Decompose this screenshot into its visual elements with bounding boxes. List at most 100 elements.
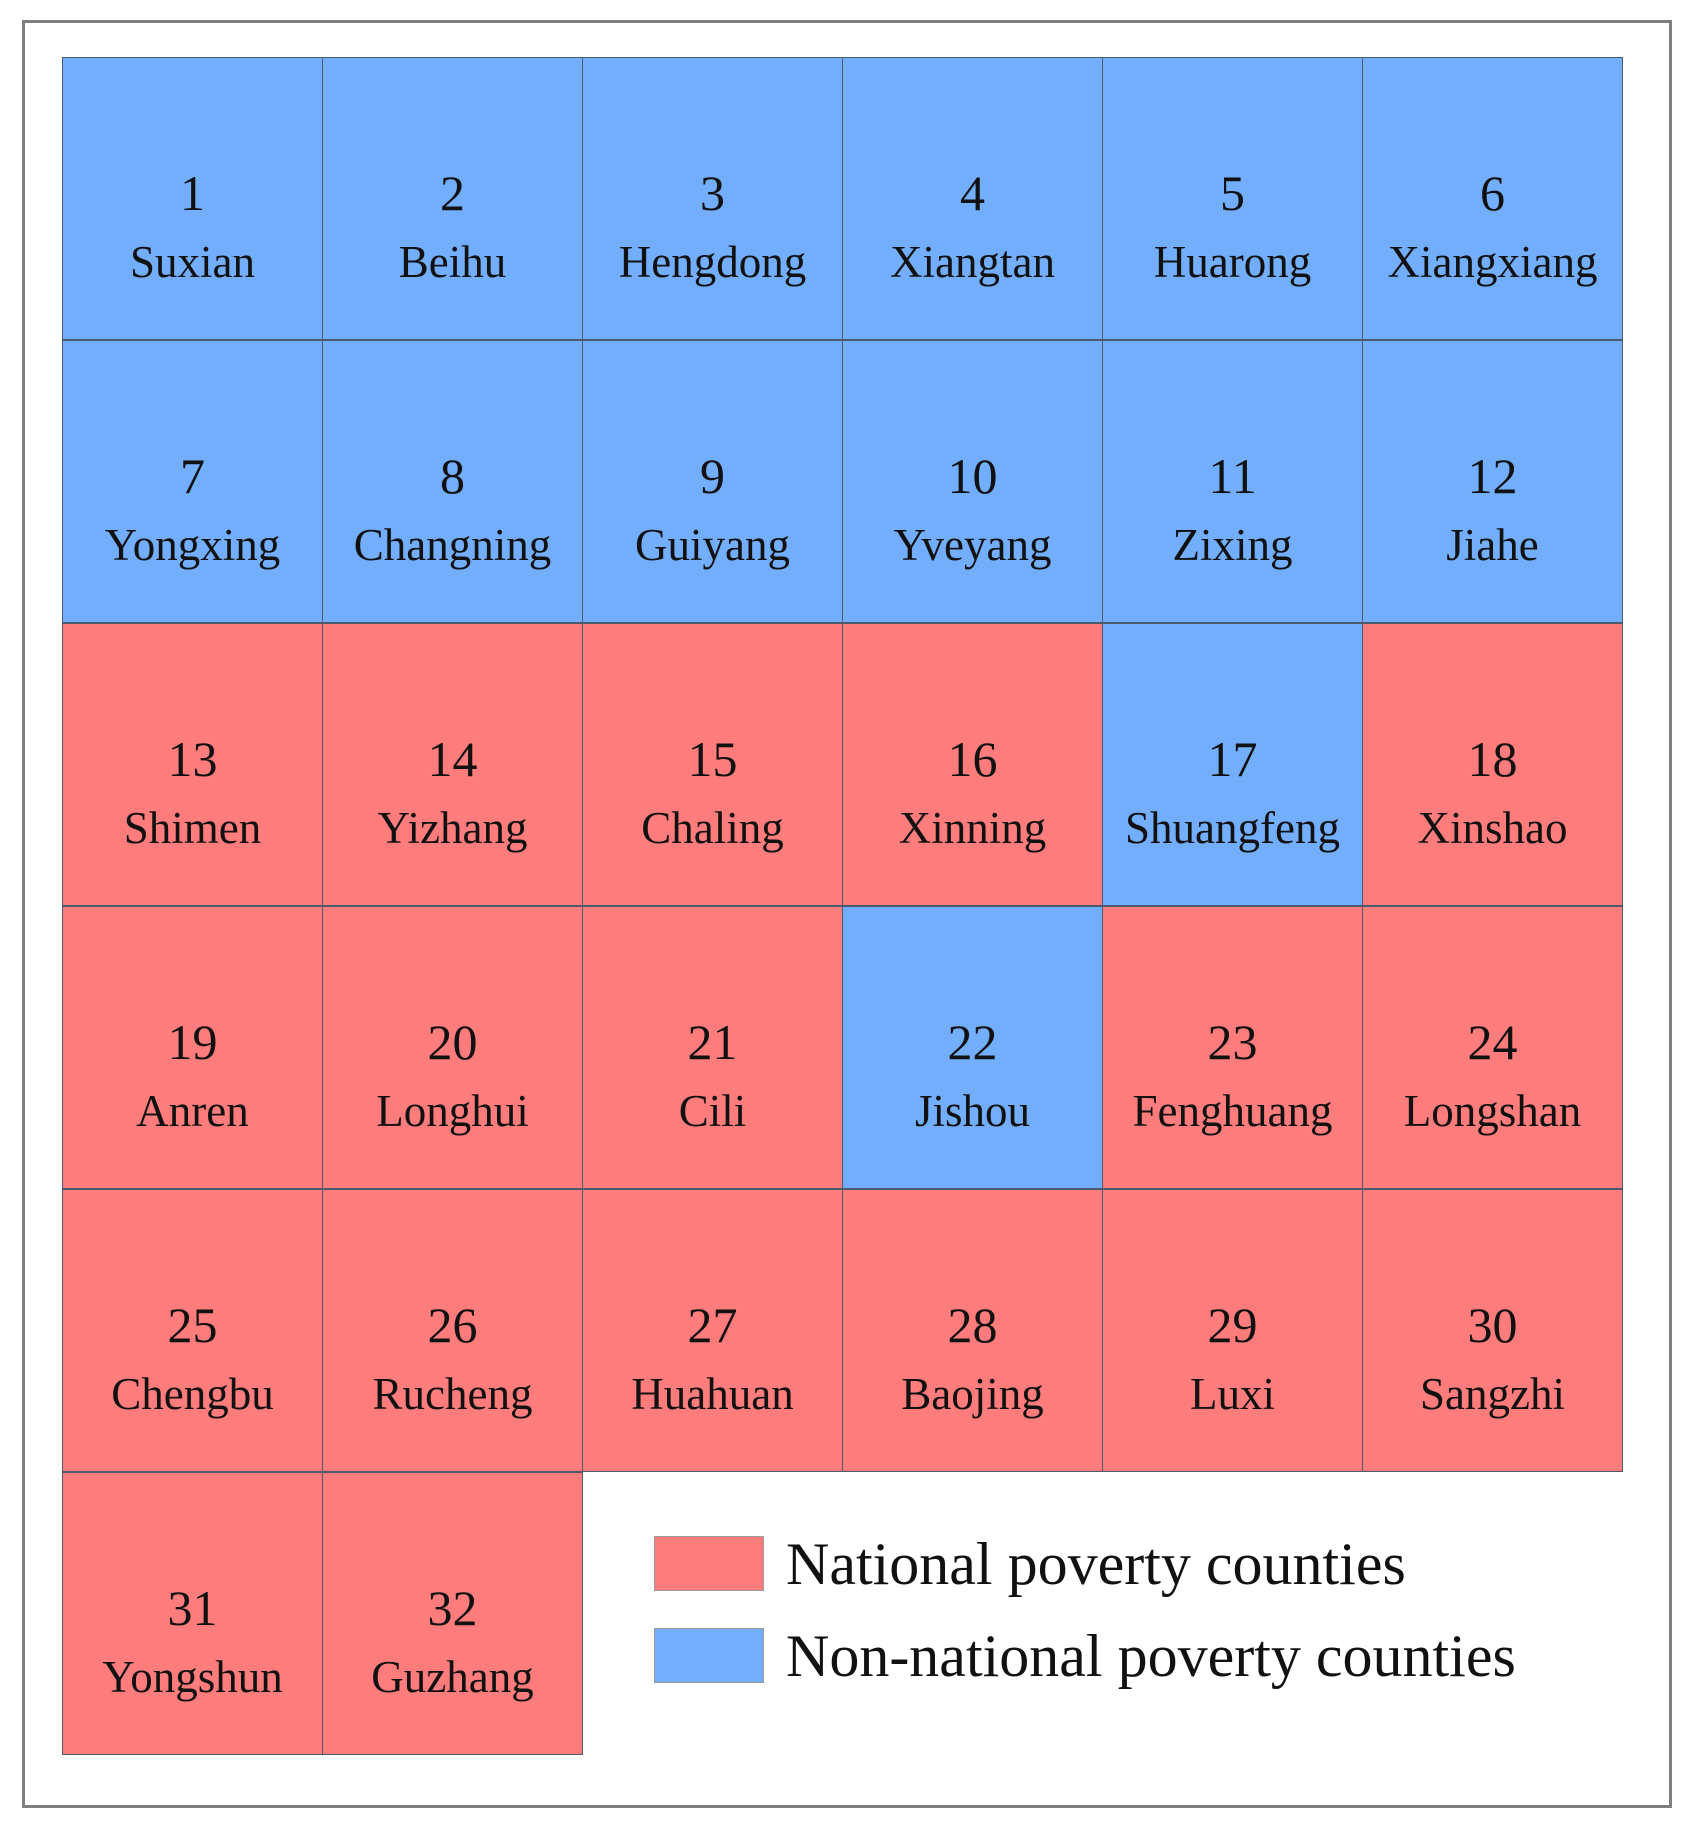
county-number: 32 [427, 1580, 478, 1636]
county-number: 24 [1467, 1014, 1518, 1070]
county-number: 20 [427, 1014, 478, 1070]
county-name: Shimen [123, 803, 262, 853]
legend-item: Non-national poverty counties [654, 1626, 1614, 1718]
county-number: 18 [1467, 731, 1518, 787]
county-number: 26 [427, 1297, 478, 1353]
county-name: Zixing [1172, 520, 1293, 570]
county-name: Shuangfeng [1125, 803, 1340, 853]
county-cell: 20 Longhui [322, 906, 583, 1189]
county-name: Hengdong [618, 237, 807, 287]
county-number: 28 [947, 1297, 998, 1353]
county-name: Yongxing [104, 520, 281, 570]
county-name: Fenghuang [1132, 1086, 1333, 1136]
county-name: Huarong [1153, 237, 1312, 287]
legend-swatch [654, 1536, 764, 1591]
county-cell: 11 Zixing [1102, 340, 1363, 623]
county-number: 17 [1207, 731, 1258, 787]
county-cell: 28 Baojing [842, 1189, 1103, 1472]
county-name: Guzhang [371, 1652, 534, 1702]
county-name: Luxi [1190, 1369, 1275, 1419]
county-cell: 19 Anren [62, 906, 323, 1189]
county-cell: 29 Luxi [1102, 1189, 1363, 1472]
county-cell: 16 Xinning [842, 623, 1103, 906]
legend-label: National poverty counties [786, 1531, 1406, 1597]
legend: National poverty counties Non-national po… [654, 1534, 1614, 1718]
county-number: 21 [687, 1014, 738, 1070]
county-cell: 8 Changning [322, 340, 583, 623]
county-number: 15 [687, 731, 738, 787]
county-number: 9 [700, 448, 725, 504]
county-name: Anren [136, 1086, 249, 1136]
county-name: Rucheng [372, 1369, 533, 1419]
county-cell: 18 Xinshao [1362, 623, 1623, 906]
county-number: 8 [440, 448, 465, 504]
county-cell: 14 Yizhang [322, 623, 583, 906]
county-cell: 13 Shimen [62, 623, 323, 906]
county-number: 1 [180, 165, 205, 221]
county-cell: 1 Suxian [62, 57, 323, 340]
county-number: 23 [1207, 1014, 1258, 1070]
county-cell: 30 Sangzhi [1362, 1189, 1623, 1472]
county-cell: 10 Yveyang [842, 340, 1103, 623]
county-cell: 26 Rucheng [322, 1189, 583, 1472]
county-number: 30 [1467, 1297, 1518, 1353]
county-name: Beihu [398, 237, 507, 287]
county-number: 6 [1480, 165, 1505, 221]
county-name: Xiangxiang [1387, 237, 1598, 287]
county-number: 22 [947, 1014, 998, 1070]
county-cell: 15 Chaling [582, 623, 843, 906]
county-cell: 5 Huarong [1102, 57, 1363, 340]
county-cell: 21 Cili [582, 906, 843, 1189]
county-number: 12 [1467, 448, 1518, 504]
county-number: 11 [1208, 448, 1257, 504]
county-number: 5 [1220, 165, 1245, 221]
county-cell: 6 Xiangxiang [1362, 57, 1623, 340]
county-cell: 23 Fenghuang [1102, 906, 1363, 1189]
county-name: Yveyang [893, 520, 1052, 570]
county-name: Xinshao [1417, 803, 1568, 853]
county-number: 3 [700, 165, 725, 221]
county-name: Sangzhi [1420, 1369, 1565, 1419]
county-name: Xiangtan [890, 237, 1055, 287]
county-number: 16 [947, 731, 998, 787]
county-number: 27 [687, 1297, 738, 1353]
county-name: Cili [678, 1086, 747, 1136]
county-cell: 4 Xiangtan [842, 57, 1103, 340]
county-cell: 31 Yongshun [62, 1472, 323, 1755]
county-number: 14 [427, 731, 478, 787]
county-name: Chaling [641, 803, 784, 853]
county-name: Longshan [1403, 1086, 1582, 1136]
county-name: Yongshun [102, 1652, 283, 1702]
county-number: 31 [167, 1580, 218, 1636]
county-name: Jishou [914, 1086, 1031, 1136]
county-number: 4 [960, 165, 985, 221]
county-name: Huahuan [631, 1369, 794, 1419]
county-cell: 22 Jishou [842, 906, 1103, 1189]
county-cell: 12 Jiahe [1362, 340, 1623, 623]
county-number: 29 [1207, 1297, 1258, 1353]
legend-item: National poverty counties [654, 1534, 1614, 1626]
county-number: 13 [167, 731, 218, 787]
county-name: Yizhang [377, 803, 528, 853]
county-cell: 2 Beihu [322, 57, 583, 340]
county-name: Changning [353, 520, 552, 570]
county-grid: 1 Suxian 2 Beihu 3 Hengdong 4 Xiangtan 5 Huarong 6… [62, 57, 1623, 1755]
county-name: Xinning [898, 803, 1047, 853]
county-name: Chengbu [111, 1369, 274, 1419]
county-cell: 3 Hengdong [582, 57, 843, 340]
county-number: 19 [167, 1014, 218, 1070]
county-cell: 9 Guiyang [582, 340, 843, 623]
county-name: Guiyang [635, 520, 790, 570]
county-cell: 17 Shuangfeng [1102, 623, 1363, 906]
county-name: Baojing [901, 1369, 1044, 1419]
county-name: Suxian [129, 237, 255, 287]
county-cell: 25 Chengbu [62, 1189, 323, 1472]
county-number: 10 [947, 448, 998, 504]
county-cell: 32 Guzhang [322, 1472, 583, 1755]
legend-swatch [654, 1628, 764, 1683]
county-number: 25 [167, 1297, 218, 1353]
county-cell: 7 Yongxing [62, 340, 323, 623]
legend-label: Non-national poverty counties [786, 1623, 1516, 1689]
county-cell: 24 Longshan [1362, 906, 1623, 1189]
county-number: 7 [180, 448, 205, 504]
